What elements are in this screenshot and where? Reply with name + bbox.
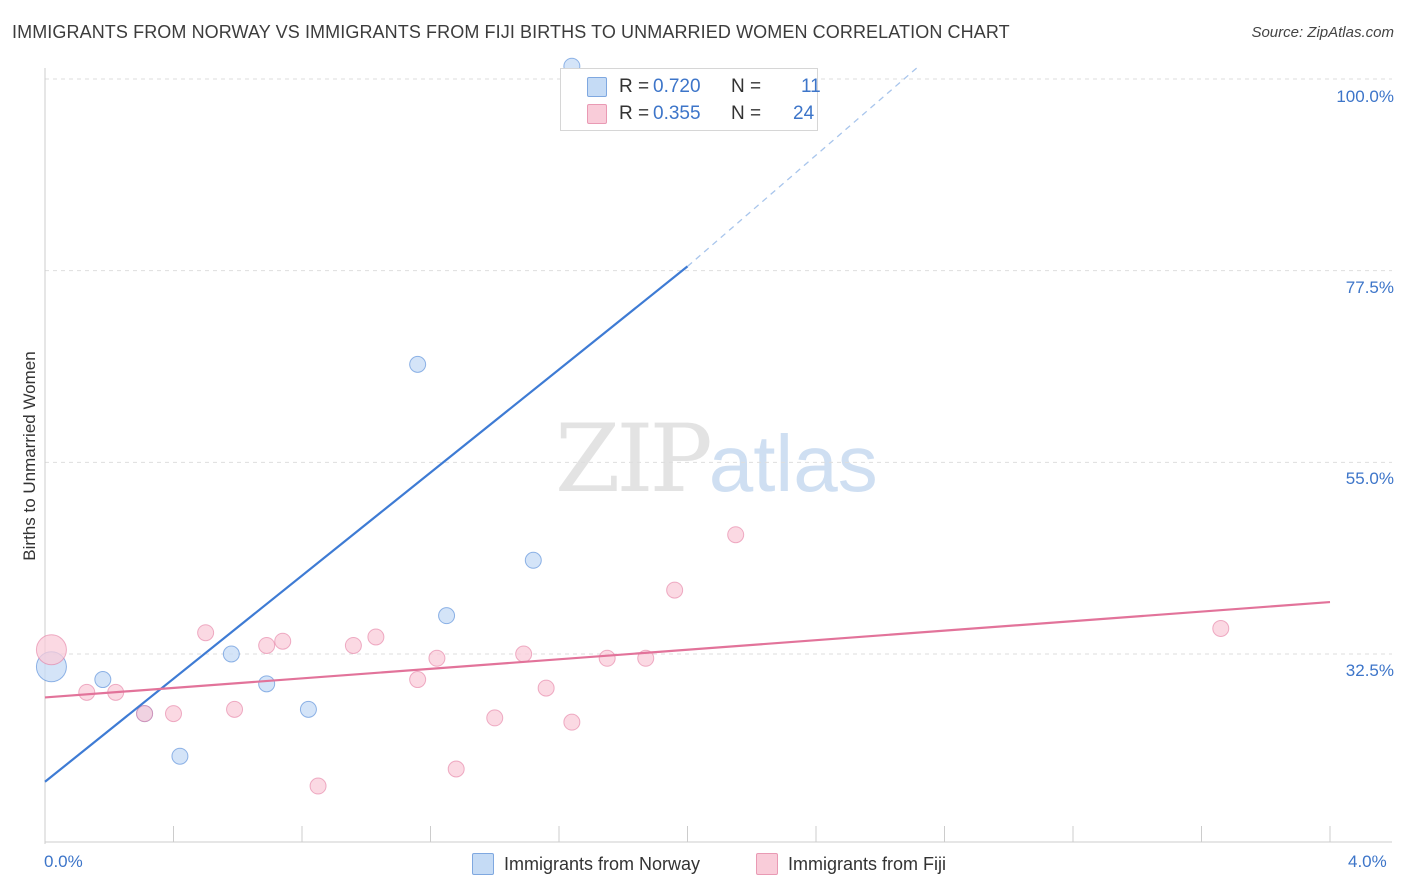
x-tick-label-max: 4.0% [1348,852,1387,871]
point-immigrants-from-fiji [226,700,244,718]
point-immigrants-from-fiji [165,705,182,723]
point-immigrants-from-fiji [409,671,427,689]
y-axis-label: Births to Unmarried Women [20,351,39,561]
point-immigrants-from-norway [171,747,189,765]
legend-label-norway: Immigrants from Norway [504,854,701,874]
point-immigrants-from-fiji [666,581,684,599]
y-tick-label-55: 55.0% [1345,469,1394,488]
legend-swatch-norway [472,853,494,875]
legend-label-fiji: Immigrants from Fiji [788,854,947,874]
y-tick-label-32-5: 32.5% [1345,661,1394,680]
legend-n-value: 24 [793,103,815,124]
trendline-immigrants-from-fiji [44,600,1331,699]
legend-r-value: 0.720 [653,76,701,97]
watermark-zip: ZIP [555,405,713,514]
point-immigrants-from-fiji [367,628,385,646]
legend-r-value: 0.355 [653,103,701,124]
correlation-legend: R = 0.720 N = 11 R = 0.355 N = 24 [560,68,821,131]
point-immigrants-from-fiji [78,683,96,701]
legend-swatch-fiji [587,104,607,124]
point-immigrants-from-fiji [35,634,67,666]
legend-swatch-fiji [756,853,778,875]
point-immigrants-from-fiji [486,709,504,727]
chart-title: IMMIGRANTS FROM NORWAY VS IMMIGRANTS FRO… [12,22,1010,42]
trendline-immigrants-from-norway [44,265,689,783]
point-immigrants-from-norway [258,675,276,693]
point-immigrants-from-norway [438,607,456,625]
point-immigrants-from-fiji [515,645,533,663]
x-tick-label-min: 0.0% [44,852,83,871]
point-immigrants-from-fiji [428,649,446,667]
point-immigrants-from-fiji [537,679,555,697]
watermark: ZIPatlas [555,405,878,514]
trendline-extension-immigrants-from-norway [687,65,920,267]
point-immigrants-from-fiji [309,777,327,795]
point-immigrants-from-fiji [727,526,745,544]
point-immigrants-from-fiji [1212,619,1230,637]
y-tick-label-100: 100.0% [1336,87,1394,106]
legend-n-label: N = [731,103,762,124]
point-immigrants-from-fiji [598,649,616,667]
y-tick-label-77-5: 77.5% [1345,278,1394,297]
point-immigrants-from-fiji [258,636,276,654]
legend-swatch-norway [587,77,607,97]
point-immigrants-from-fiji [637,649,655,667]
point-immigrants-from-norway [222,645,240,663]
point-immigrants-from-norway [94,671,112,689]
point-immigrants-from-norway [299,700,317,718]
point-immigrants-from-fiji [563,713,581,731]
legend-r-label: R = [619,76,650,97]
legend-r-label: R = [619,103,650,124]
point-immigrants-from-fiji [447,760,465,778]
point-immigrants-from-fiji [344,636,362,654]
watermark-atlas: atlas [708,419,878,508]
point-immigrants-from-fiji [274,632,292,650]
source-label: Source: ZipAtlas.com [1251,24,1394,41]
legend-n-value: 11 [801,76,821,97]
point-immigrants-from-fiji [136,705,154,723]
legend-n-label: N = [731,76,762,97]
point-immigrants-from-fiji [197,624,215,642]
point-immigrants-from-norway [409,355,427,373]
point-immigrants-from-norway [524,551,542,569]
